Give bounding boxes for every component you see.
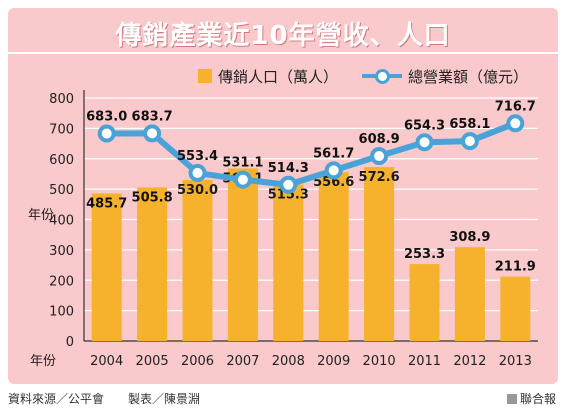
bar [91,193,122,341]
x-tick-label: 2009 [317,354,350,369]
revenue-point [143,124,162,143]
y-tick-label: 700 [49,122,74,137]
x-axis-title: 年份 [30,354,56,369]
bar [227,168,258,341]
legend-label-bar: 傳銷人口（萬人） [218,67,339,86]
source-note: 資料來源／公平會 製表／陳景淵 [8,392,201,406]
bar-value-label: 572.6 [359,170,400,185]
revenue-point [279,175,298,194]
y-tick-label: 400 [49,214,74,229]
x-tick-label: 2012 [453,354,486,369]
bar-value-label: 308.9 [449,230,490,245]
bar-value-label: 253.3 [404,247,445,262]
y-tick-label: 0 [66,335,74,350]
revenue-point [460,132,479,151]
revenue-line [106,120,517,188]
line-value-label: 683.7 [132,109,173,124]
chart-title: 傳銷產業近10年營收、人口 [115,21,451,51]
y-tick-label: 300 [49,244,74,259]
line-value-label: 716.7 [495,99,536,114]
x-tick-label: 2010 [363,354,396,369]
line-value-label: 561.7 [313,146,354,161]
bar [273,184,304,341]
revenue-point [233,170,252,189]
y-tick-label: 500 [49,183,74,198]
x-tick-label: 2007 [226,354,259,369]
x-tick-label: 2008 [272,354,305,369]
y-tick-label: 800 [49,92,74,107]
publisher-mark-icon [506,393,517,404]
bar [409,264,440,341]
bar [454,247,485,341]
revenue-point [324,161,343,180]
line-value-label: 654.3 [404,118,445,133]
bar-value-label: 211.9 [495,260,536,275]
bar [182,180,213,341]
bar-value-label: 515.3 [268,187,309,202]
y-tick-label: 600 [49,153,74,168]
x-tick-label: 2006 [181,354,214,369]
bar [137,187,168,341]
line-value-label: 608.9 [359,132,400,147]
line-value-label: 658.1 [449,117,490,132]
bar [364,167,395,341]
revenue-point [506,114,525,133]
y-tick-label: 100 [49,305,74,320]
bar-value-label: 530.0 [177,183,218,198]
legend-item-line: 總營業額（億元） [362,63,528,89]
publisher: 聯合報 [506,390,556,407]
x-tick-label: 2005 [136,354,169,369]
bar-value-label: 485.7 [86,196,127,211]
bar [318,171,349,341]
legend-label-line: 總營業額（億元） [408,67,529,86]
line-value-label: 514.3 [268,161,309,176]
line-value-label: 531.1 [222,156,263,171]
bar [500,276,531,341]
revenue-point [97,124,116,143]
revenue-point [370,147,389,166]
bar-value-label: 556.6 [313,175,354,190]
y-axis-title: 年份 [28,208,54,223]
x-tick-label: 2013 [499,354,532,369]
line-value-label: 553.4 [177,149,218,164]
bar-swatch-icon [198,69,212,83]
y-tick-label: 200 [49,274,74,289]
revenue-point [415,133,434,152]
legend: 傳銷人口（萬人） 總營業額（億元） [198,63,548,89]
x-tick-label: 2004 [90,354,123,369]
x-tick-label: 2011 [408,354,441,369]
publisher-name: 聯合報 [519,392,556,406]
legend-item-bar: 傳銷人口（萬人） [198,63,338,89]
revenue-point [188,163,207,182]
bar-value-label: 505.8 [132,190,173,205]
line-value-label: 683.0 [86,110,127,125]
chart-frame: 傳銷產業近10年營收、人口 傳銷人口（萬人） 總營業額（億元） 0 100 200 3… [8,8,558,384]
line-swatch-icon [362,69,402,84]
title-band: 傳銷產業近10年營收、人口 [8,8,558,54]
